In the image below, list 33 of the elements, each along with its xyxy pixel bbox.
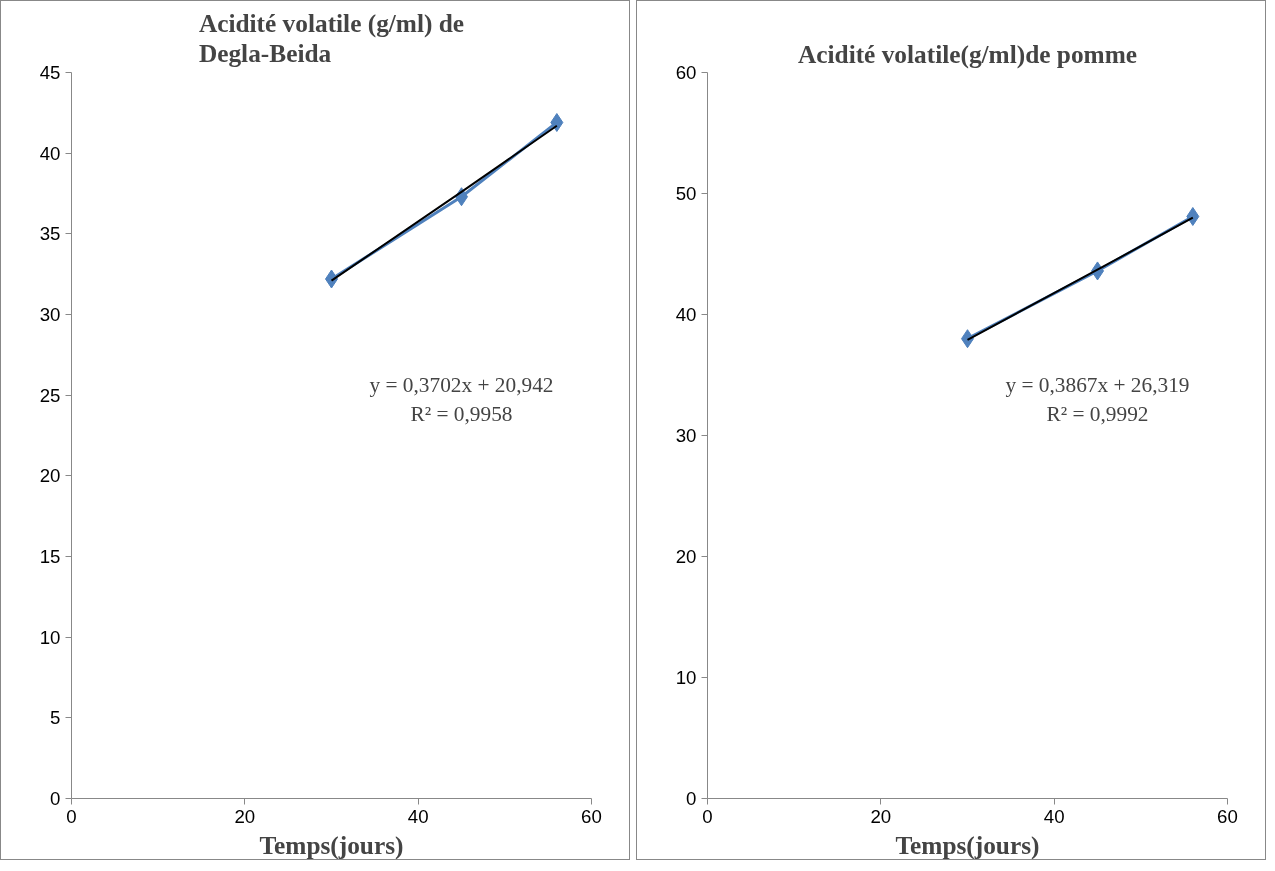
y-tick-label: 10 (675, 667, 697, 688)
y-tick-label: 20 (39, 465, 61, 487)
y-tick-label: 5 (50, 707, 61, 729)
y-tick-label: 30 (39, 304, 61, 325)
x-axis-title: Temps(jours) (895, 830, 1040, 860)
x-tick-label: 40 (407, 805, 429, 827)
chart-title: Acidité volatile(g/ml)de pomme (797, 39, 1138, 69)
chart-title: Acidité volatile (g/ml) de Degla-Beida (198, 8, 465, 68)
point (1186, 206, 1200, 226)
y-tick-label: 20 (675, 546, 697, 567)
y-tick-label: 15 (39, 546, 61, 567)
y-tick-label: 35 (39, 223, 61, 245)
y-tick-label: 50 (675, 183, 697, 204)
y-tick-label: 40 (675, 304, 697, 325)
x-tick-label: 0 (702, 805, 713, 827)
x-tick-label: 40 (1043, 805, 1065, 827)
y-tick-label: 60 (675, 62, 697, 83)
y-tick-label: 45 (39, 62, 61, 83)
x-tick-label: 0 (66, 805, 77, 827)
x-tick-label: 60 (1217, 805, 1238, 827)
annotation: y = 0,3867x + 26,319 R² = 0,9992 (1005, 372, 1190, 426)
y-tick-label: 30 (675, 425, 697, 446)
y-tick-label: 10 (39, 626, 61, 648)
x-tick-label: 60 (581, 805, 602, 827)
y-tick-label: 25 (39, 384, 61, 406)
x-axis-title: Temps(jours) (259, 830, 404, 860)
y-tick-label: 0 (686, 788, 697, 809)
x-tick-label: 20 (870, 805, 892, 827)
y-tick-label: 40 (39, 142, 61, 164)
point (550, 113, 564, 133)
y-tick-label: 0 (50, 788, 61, 809)
annotation: y = 0,3702x + 20,942 R² = 0,9958 (369, 372, 554, 426)
x-tick-label: 20 (234, 805, 256, 827)
